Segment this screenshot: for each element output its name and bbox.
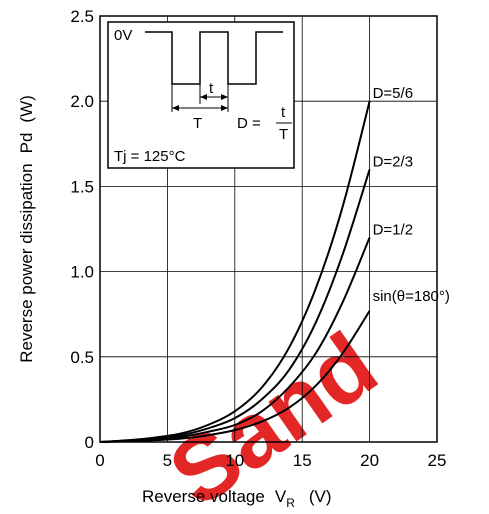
x-axis-label: Reverse voltage VR (V) xyxy=(142,487,332,510)
plot-frame xyxy=(99,15,438,443)
series-label: D=2/3 xyxy=(373,153,413,170)
x-tick-label: 15 xyxy=(293,451,312,470)
series-curve xyxy=(99,310,371,443)
x-tick-label: 0 xyxy=(95,451,104,470)
y-tick-label: 1.0 xyxy=(70,263,94,282)
junction-temperature-label: Tj = 125°C xyxy=(114,148,186,165)
arrow-T-right xyxy=(221,105,228,111)
inset-T-label: T xyxy=(193,115,202,132)
series-label: D=1/2 xyxy=(373,222,413,239)
x-tick-labels: 0 5 10 15 20 25 xyxy=(95,451,446,470)
series-labels: D=5/6 D=2/3 D=1/2 sin(θ=180°) xyxy=(373,85,450,305)
y-tick-labels: 0 0.5 1.0 1.5 2.0 2.5 xyxy=(70,7,94,452)
x-tick-label: 20 xyxy=(360,451,379,470)
y-tick-label: 2.0 xyxy=(70,92,94,111)
inset-t-label: t xyxy=(209,80,214,97)
inset-zero-label: 0V xyxy=(114,27,132,44)
series-label: sin(θ=180°) xyxy=(373,288,450,305)
waveform-inset: 0V t T D = t T Tj = 125°C xyxy=(107,21,295,169)
arrow-t-left xyxy=(200,94,207,100)
inset-frame xyxy=(107,21,295,169)
duty-formula-label: D = xyxy=(237,115,261,132)
arrow-t-right xyxy=(221,94,228,100)
y-axis-label: Reverse power dissipationPd(W) xyxy=(17,95,36,363)
y-tick-label: 1.5 xyxy=(70,177,94,196)
duty-denominator: T xyxy=(279,126,288,143)
series-label: D=5/6 xyxy=(373,85,413,102)
y-tick-label: 2.5 xyxy=(70,7,94,26)
duty-numerator: t xyxy=(281,104,286,121)
y-tick-label: 0 xyxy=(85,433,94,452)
series-curves xyxy=(99,100,371,443)
x-tick-label: 10 xyxy=(225,451,244,470)
square-wave xyxy=(145,31,283,85)
arrow-T-left xyxy=(172,105,179,111)
y-tick-label: 0.5 xyxy=(70,348,94,367)
watermark-text: Sand xyxy=(152,314,395,514)
x-tick-label: 5 xyxy=(163,451,172,470)
x-tick-label: 25 xyxy=(428,451,447,470)
